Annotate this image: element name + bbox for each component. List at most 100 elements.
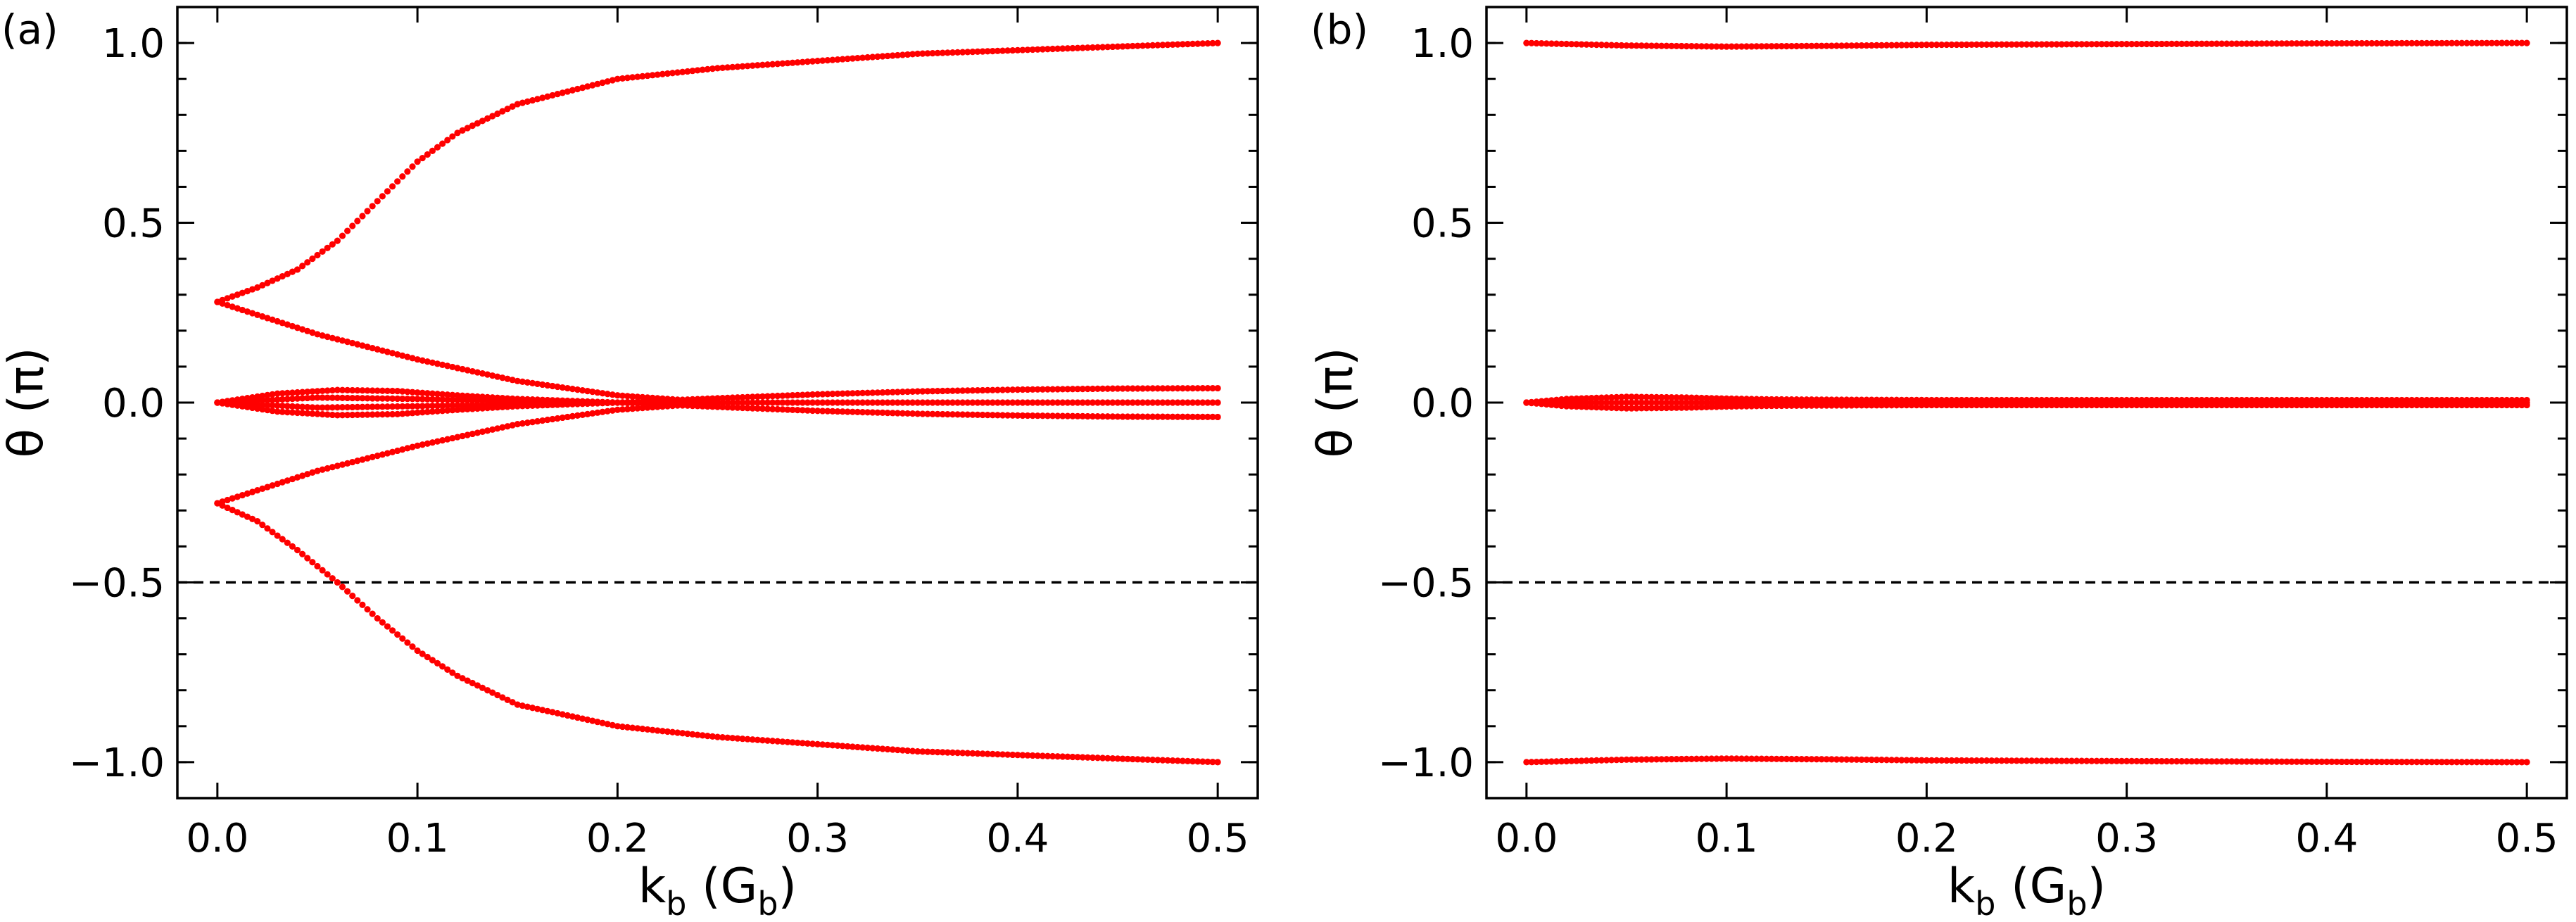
data-point [2063,757,2070,764]
data-point [289,322,296,330]
data-point [2098,399,2105,406]
data-point [1908,399,1915,406]
data-point [724,404,731,411]
data-point [2493,399,2501,406]
data-point [644,399,651,406]
data-point [1214,413,1221,421]
data-point [2008,41,2015,48]
data-point [1658,399,1665,406]
data-point [1109,754,1116,762]
data-point [719,403,726,411]
data-point [439,140,446,147]
data-point [534,400,541,408]
data-point [939,387,946,395]
data-point [349,386,356,394]
data-point [1778,755,1785,762]
data-point [724,734,731,741]
data-point [464,677,471,684]
data-point [524,98,531,105]
data-point [1788,755,1795,763]
data-point [474,682,481,689]
data-point [314,562,321,570]
data-point [2363,399,2370,406]
data-point [959,49,966,56]
data-point [474,401,481,408]
data-point [609,407,616,414]
data-point [1663,399,1670,406]
data-point [1638,393,1645,400]
data-point [589,717,596,724]
data-point [2328,758,2335,766]
data-point [574,714,581,721]
data-point [2448,399,2456,406]
data-point [1129,42,1136,50]
data-point [304,327,311,334]
data-point [569,400,576,407]
data-point [909,747,916,754]
data-point [434,396,441,403]
data-point [1553,40,1560,47]
data-point [2058,757,2065,764]
data-point [1703,395,1710,402]
data-point [1533,758,1540,766]
data-point [774,61,781,68]
data-point [1124,755,1131,762]
data-point [214,500,221,507]
data-point [514,400,521,408]
data-point [1079,44,1086,51]
data-point [354,597,361,604]
data-point [2318,758,2325,765]
data-point [1883,757,1890,764]
data-point [2013,41,2020,48]
data-point [794,407,801,414]
data-point [1693,755,1700,762]
x-tick-label: 0.1 [1696,816,1758,861]
data-point [914,410,921,417]
data-point [2063,399,2070,406]
data-point [1848,399,1855,406]
data-point [1029,46,1036,53]
data-point [1963,41,1970,49]
data-point [509,699,516,706]
data-point [889,746,896,753]
data-point [1723,43,1730,50]
data-point [909,51,916,58]
data-point [339,404,346,411]
data-point [1808,756,1815,763]
data-point [439,396,446,403]
data-point [434,360,441,367]
data-point [374,453,381,460]
data-point [1738,755,1745,762]
data-point [2348,39,2356,47]
data-point [789,399,796,406]
data-point [1024,399,1031,406]
data-point [1663,42,1670,49]
data-point [2208,758,2216,765]
data-point [1918,42,1925,49]
data-point [459,675,466,682]
data-point [494,425,501,432]
data-point [364,403,371,410]
data-point [1568,41,1575,48]
data-point [279,396,286,403]
data-point [394,410,401,417]
data-point [739,63,746,70]
data-point [1773,399,1780,406]
data-point [1184,41,1192,48]
data-point [2458,39,2465,46]
data-point [1159,42,1166,49]
data-point [1898,757,1905,764]
data-point [774,392,781,400]
data-point [2158,40,2165,48]
data-point [2043,41,2050,48]
data-point [2264,40,2271,47]
data-point [244,308,251,315]
data-point [2508,39,2515,46]
data-point [764,399,771,406]
data-point [2268,40,2275,47]
data-point [289,389,296,396]
data-point [914,399,921,406]
data-point [1723,399,1730,406]
data-point [979,411,986,419]
data-point [2413,759,2420,766]
